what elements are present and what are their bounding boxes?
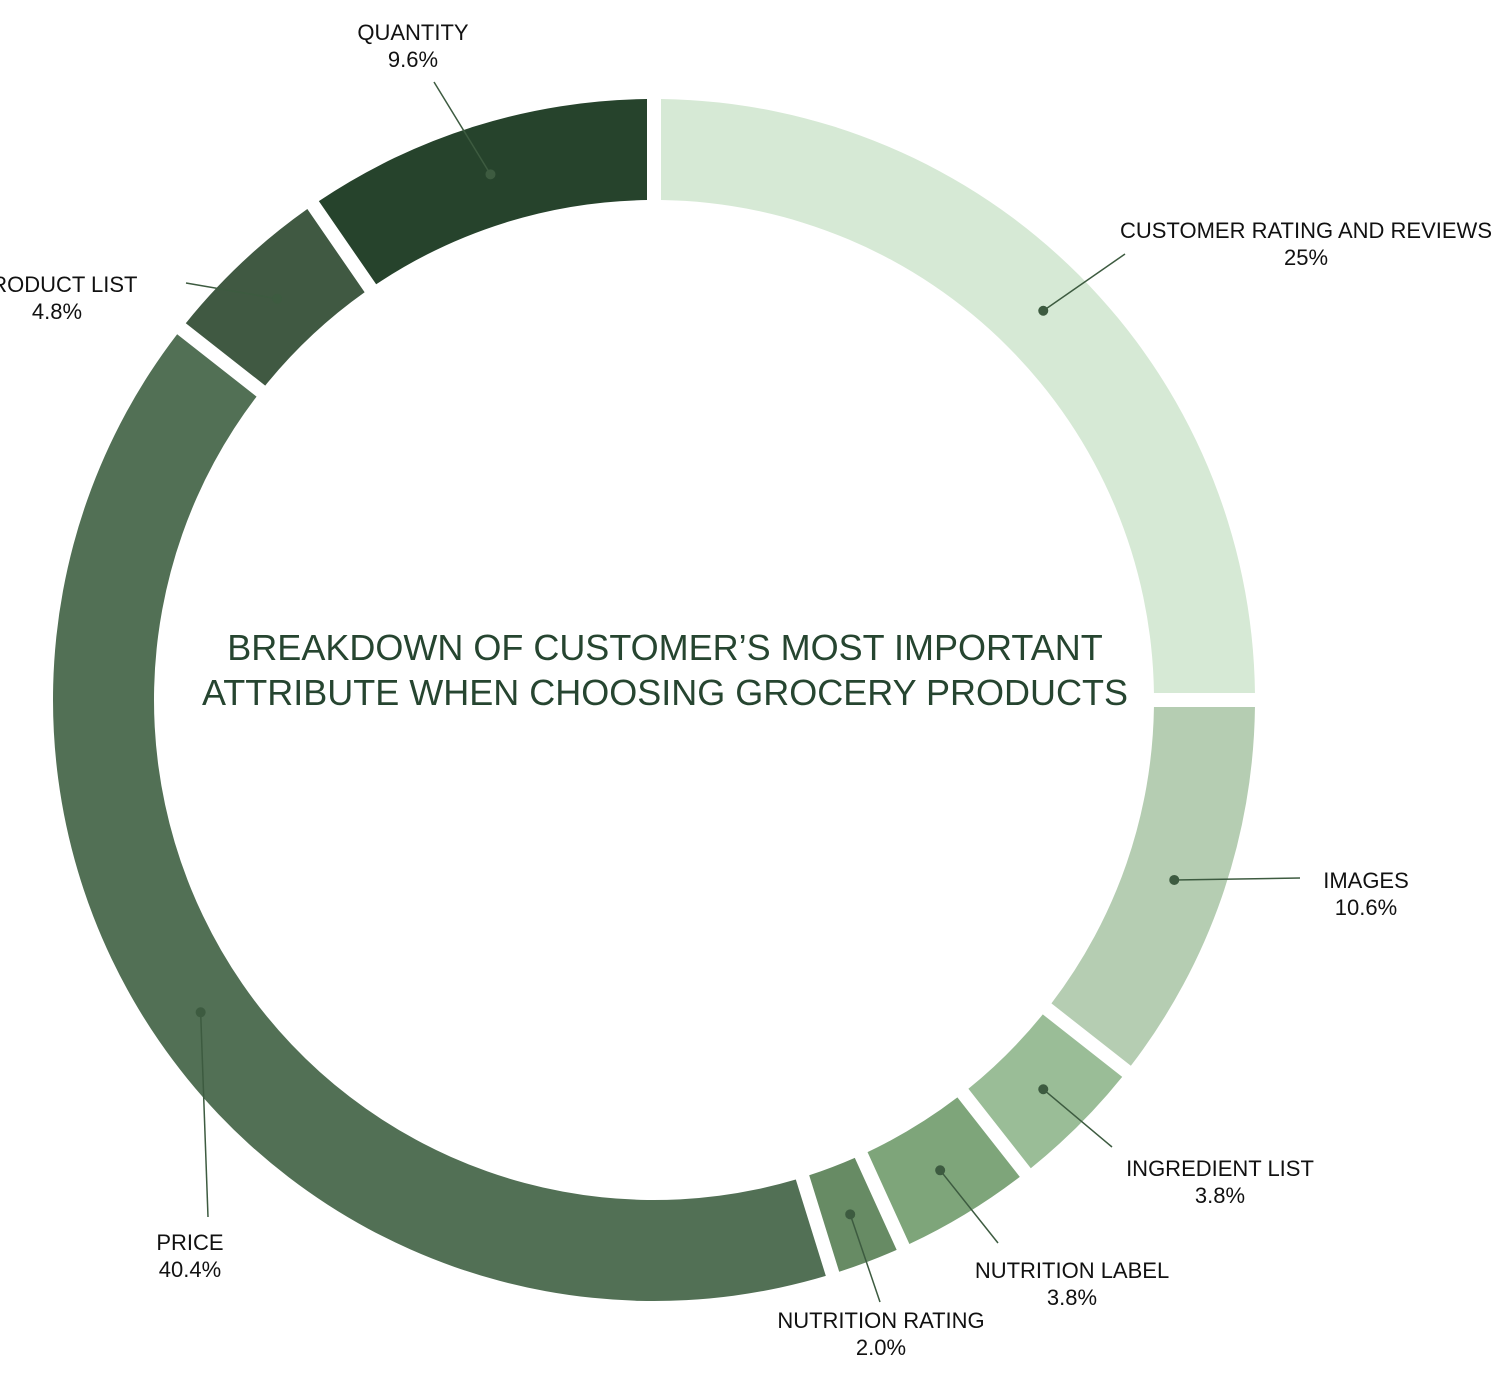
- label-name-nutrition-rating: NUTRITION RATING: [777, 1308, 984, 1333]
- leader-line-customer-rating-and-reviews: [1042, 253, 1126, 312]
- leader-dot-customer-rating-and-reviews: [1038, 305, 1049, 316]
- label-name-product-list: PRODUCT LIST: [0, 272, 137, 297]
- leader-dot-product-list: [272, 293, 283, 304]
- leader-line-nutrition-rating: [849, 1214, 881, 1303]
- label-value-quantity: 9.6%: [388, 47, 438, 72]
- leader-dot-quantity: [485, 169, 496, 180]
- chart-title-line-1: BREAKDOWN OF CUSTOMER’S MOST IMPORTANT: [227, 627, 1102, 668]
- leader-dot-price: [195, 1007, 206, 1018]
- label-value-product-list: 4.8%: [32, 299, 82, 324]
- label-name-images: IMAGES: [1323, 868, 1409, 893]
- label-value-images: 10.6%: [1335, 895, 1397, 920]
- chart-title-line-2: ATTRIBUTE WHEN CHOOSING GROCERY PRODUCTS: [202, 672, 1128, 713]
- leader-dot-images: [1169, 874, 1180, 885]
- leader-line-ingredient-list: [1042, 1088, 1113, 1148]
- label-name-ingredient-list: INGREDIENT LIST: [1126, 1156, 1314, 1181]
- label-value-customer-rating-and-reviews: 25%: [1284, 245, 1328, 270]
- label-value-price: 40.4%: [159, 1257, 221, 1282]
- donut-slices: [53, 99, 1255, 1301]
- slice-images: [1051, 707, 1255, 1066]
- label-name-customer-rating-and-reviews: CUSTOMER RATING AND REVIEWS: [1120, 218, 1492, 243]
- slice-customer-rating-and-reviews: [661, 99, 1255, 693]
- leader-line-quantity: [433, 81, 492, 175]
- leader-line-price: [199, 1012, 209, 1218]
- label-name-price: PRICE: [156, 1230, 223, 1255]
- label-value-ingredient-list: 3.8%: [1195, 1183, 1245, 1208]
- label-name-nutrition-label: NUTRITION LABEL: [975, 1258, 1169, 1283]
- leader-line-images: [1174, 877, 1301, 881]
- leader-dot-nutrition-rating: [845, 1209, 856, 1220]
- leader-line-nutrition-label: [939, 1169, 999, 1244]
- label-value-nutrition-rating: 2.0%: [856, 1335, 906, 1360]
- leader-dot-nutrition-label: [935, 1165, 946, 1176]
- slice-quantity: [318, 99, 647, 285]
- leader-dot-ingredient-list: [1038, 1084, 1049, 1095]
- label-name-quantity: QUANTITY: [357, 20, 469, 45]
- slice-price: [53, 334, 826, 1301]
- label-value-nutrition-label: 3.8%: [1047, 1285, 1097, 1310]
- leader-line-product-list: [185, 282, 278, 300]
- label-leaders: [185, 81, 1301, 1303]
